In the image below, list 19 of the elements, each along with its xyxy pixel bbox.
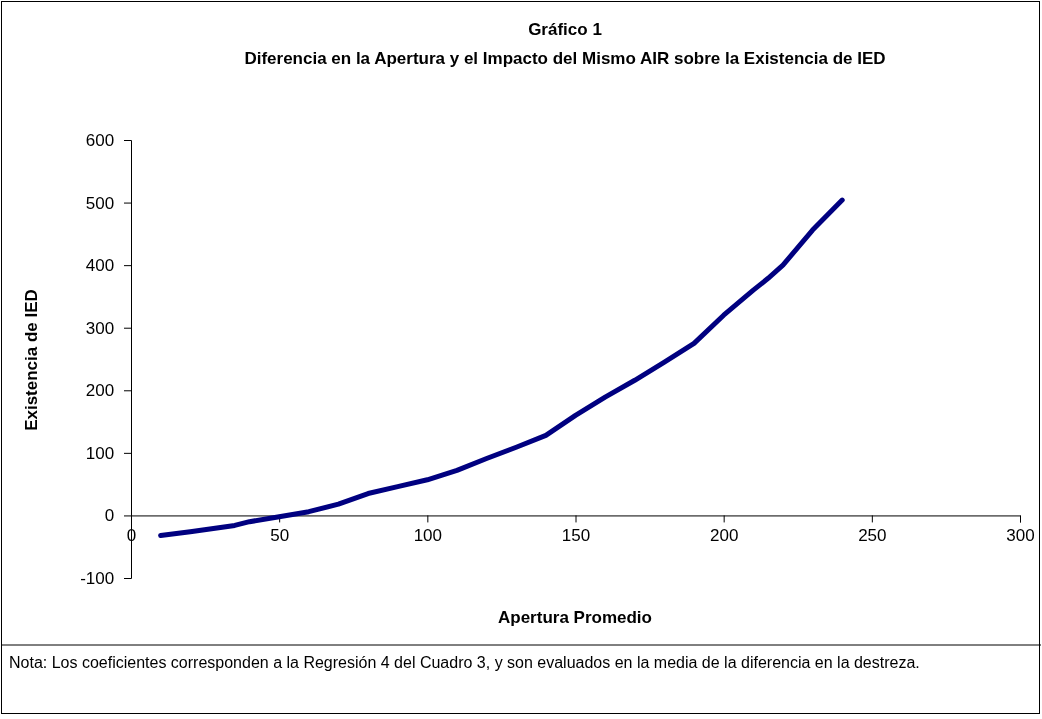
y-tick-label: -100	[80, 568, 115, 588]
x-tick-label: 100	[413, 525, 443, 545]
y-axis-title: Existencia de IED	[22, 289, 41, 431]
chart-subtitle: Diferencia en la Apertura y el Impacto del Mismo AIR sobre la Existencia de IED	[244, 49, 886, 68]
x-tick-label: 150	[561, 525, 591, 545]
y-tick-label: 400	[85, 256, 115, 276]
y-tick-label: 300	[85, 318, 115, 338]
x-tick-label: 200	[709, 525, 739, 545]
x-axis-title: Apertura Promedio	[498, 608, 652, 627]
y-tick-label: 200	[85, 381, 115, 401]
y-tick-label: 0	[104, 506, 115, 526]
text: Nota: Los coeficientes corresponden a la Regresión 4 del Cuadro 3, y son evaluados en la media de la diferencia en la destreza.	[9, 654, 920, 671]
y-tick-label: 600	[85, 130, 115, 150]
y-tick-label: 100	[85, 443, 115, 463]
y-tick-label: 500	[85, 193, 115, 213]
x-tick-label: 50	[270, 525, 290, 545]
x-tick-label: 300	[1006, 525, 1035, 545]
chart-title: Gráfico 1	[528, 20, 602, 39]
x-tick-label: 250	[858, 525, 887, 545]
